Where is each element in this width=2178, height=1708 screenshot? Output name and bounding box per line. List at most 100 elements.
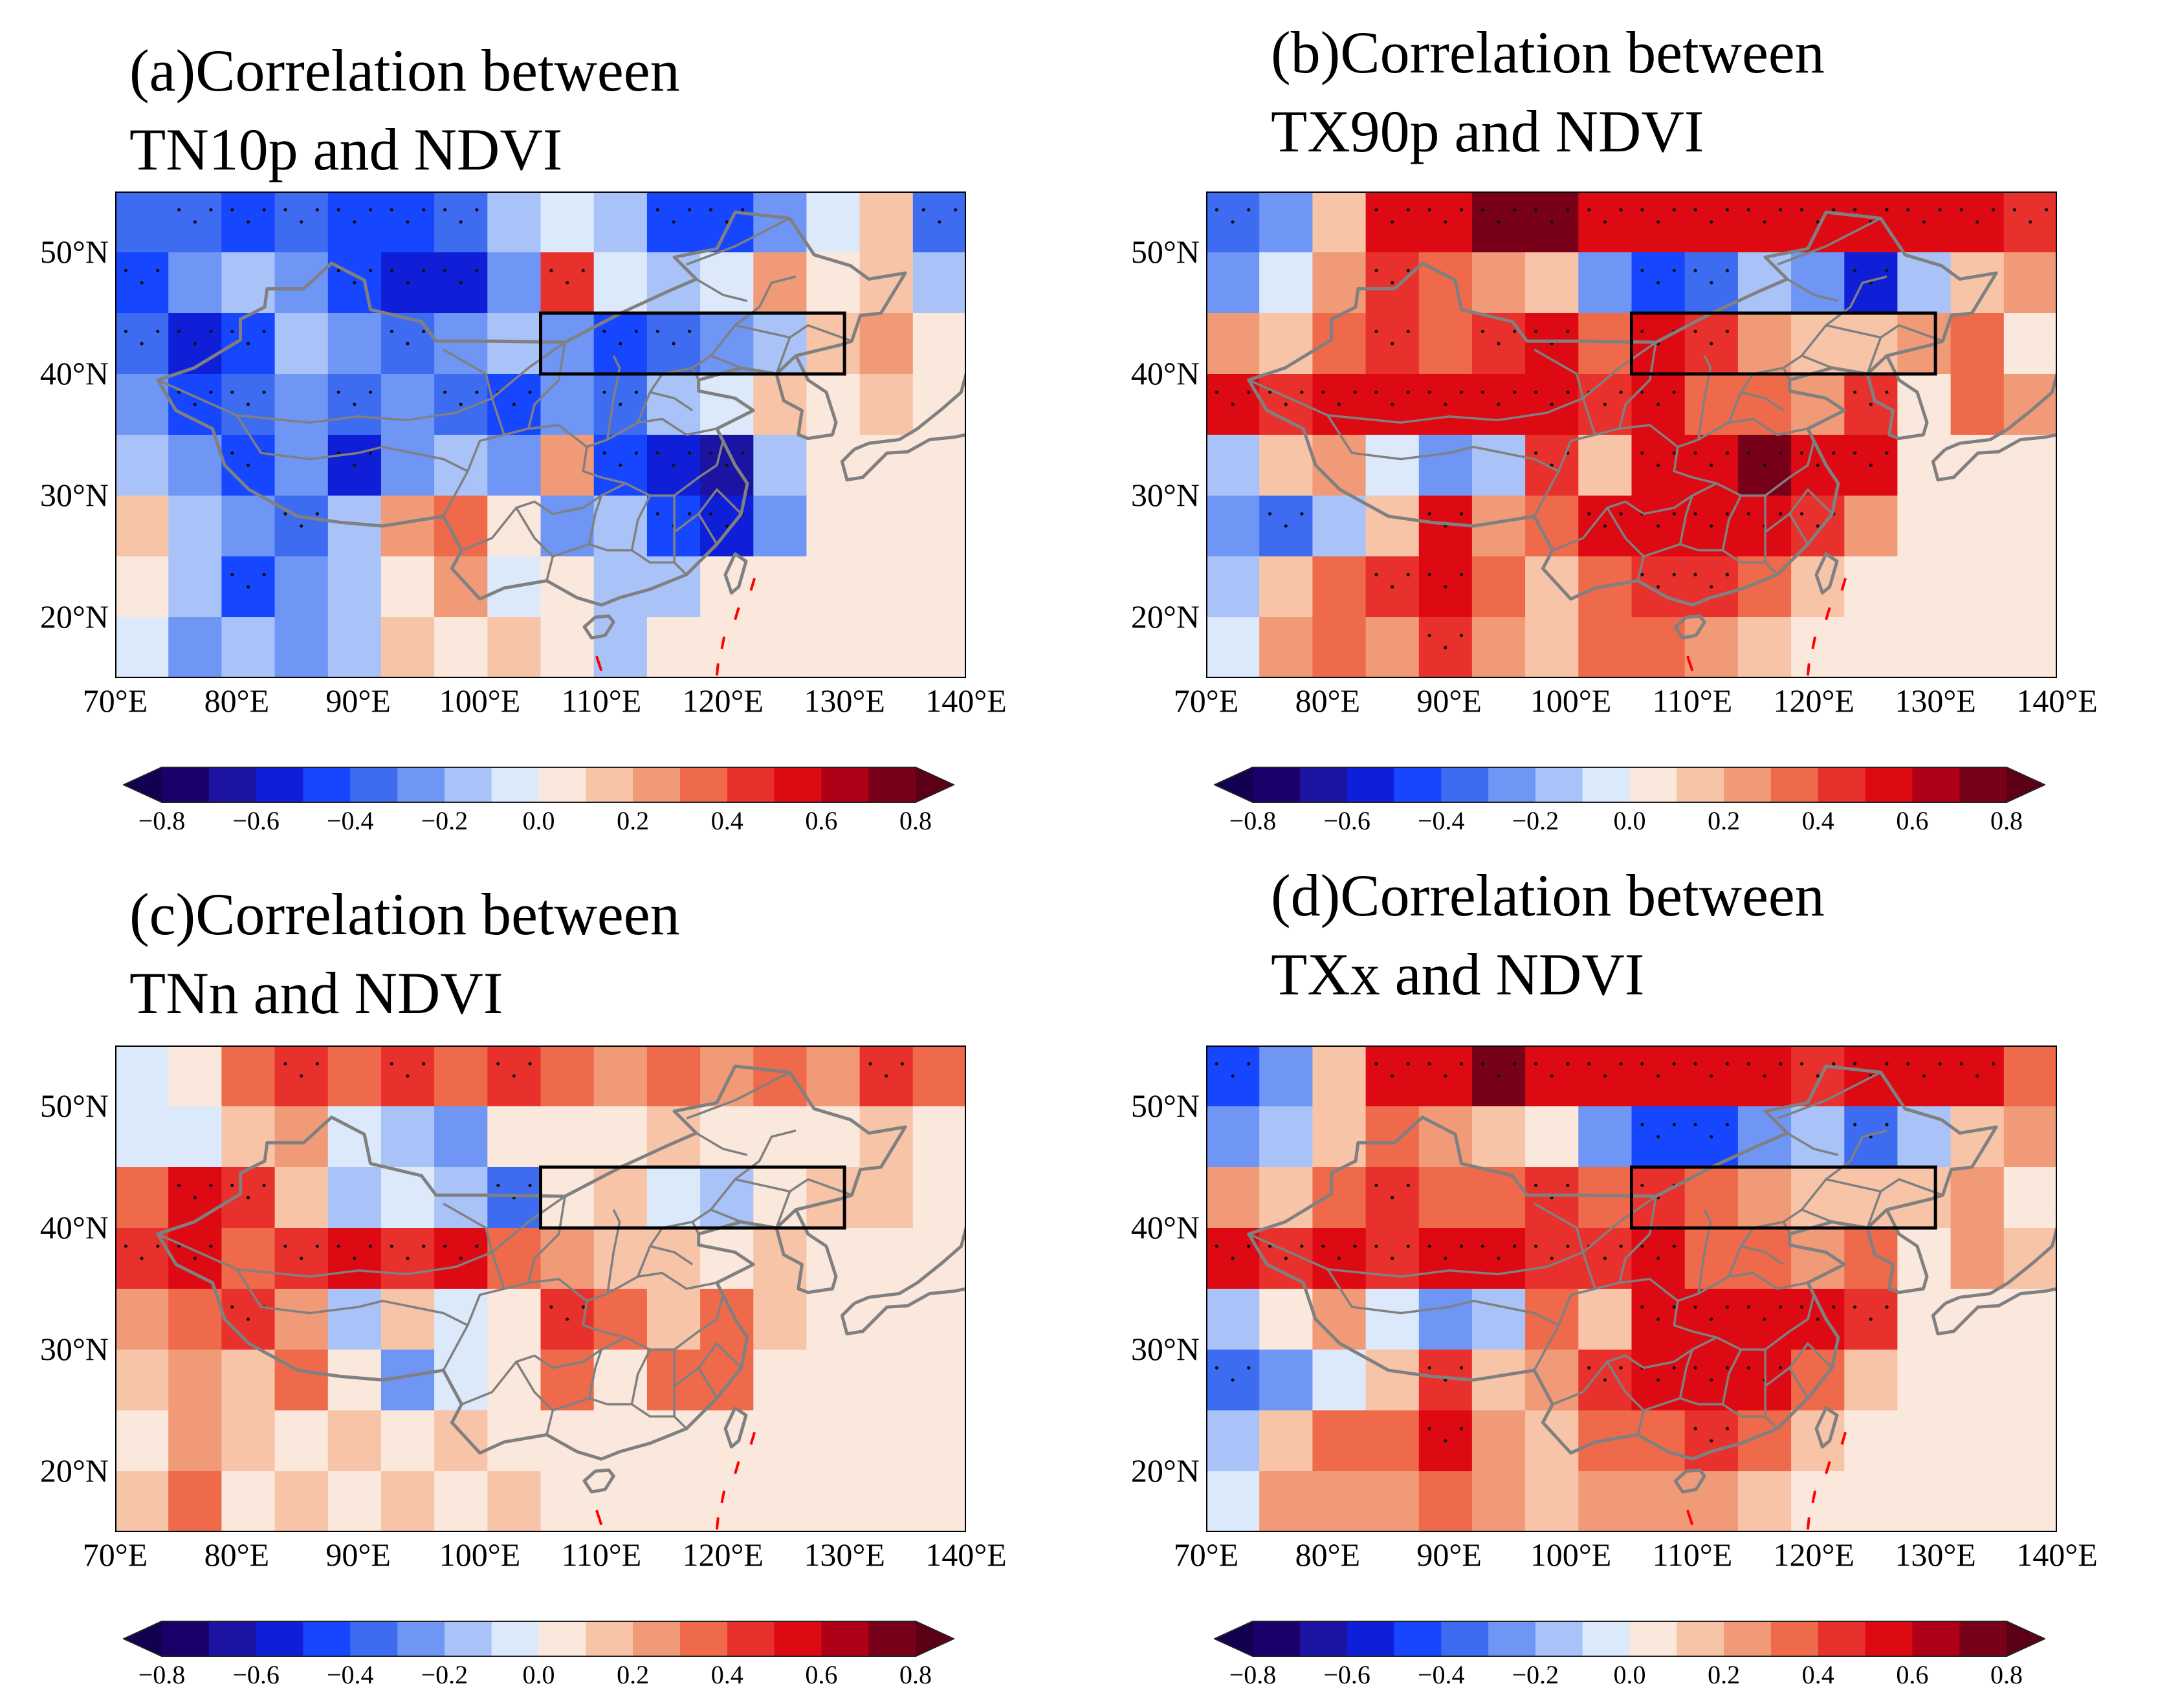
significance-dot bbox=[1799, 1062, 1804, 1066]
x-tick-label: 130°E bbox=[1895, 1537, 1976, 1573]
significance-dot bbox=[1656, 1378, 1660, 1382]
x-tick-label: 100°E bbox=[1530, 1537, 1612, 1573]
significance-dot bbox=[688, 208, 692, 212]
significance-dot bbox=[1710, 463, 1713, 467]
colorbar-tick-label: −0.2 bbox=[1512, 806, 1559, 835]
field-cell bbox=[274, 374, 329, 435]
significance-dot bbox=[1832, 208, 1836, 212]
province-border bbox=[1741, 1245, 1785, 1265]
colorbar-tick-label: 0.0 bbox=[522, 1660, 555, 1689]
field-cell bbox=[1259, 617, 1314, 678]
field-cell bbox=[115, 1167, 169, 1229]
field-cell bbox=[1950, 1410, 2005, 1472]
field-cell bbox=[1578, 435, 1633, 496]
significance-dot bbox=[2012, 208, 2016, 212]
field-cell bbox=[912, 252, 966, 314]
significance-dot bbox=[602, 329, 606, 333]
significance-dot bbox=[1853, 1062, 1857, 1066]
colorbar-outline bbox=[1214, 1621, 2045, 1657]
significance-dot bbox=[1799, 208, 1804, 212]
field-cell bbox=[327, 617, 382, 678]
significance-dot bbox=[1247, 1244, 1251, 1248]
significance-dot bbox=[1459, 633, 1464, 637]
significance-dot bbox=[193, 1196, 197, 1199]
significance-dot bbox=[1603, 524, 1607, 528]
significance-dot bbox=[921, 208, 925, 212]
significance-dot bbox=[1991, 1062, 1995, 1066]
significance-dot bbox=[443, 268, 447, 272]
significance-dot bbox=[390, 329, 393, 333]
field-cell bbox=[1259, 435, 1314, 496]
colorbar-bar bbox=[1214, 767, 2045, 803]
significance-dot bbox=[1534, 1183, 1538, 1187]
field-cell bbox=[806, 1167, 861, 1229]
field-cell bbox=[115, 1046, 169, 1107]
significance-dot bbox=[1656, 1074, 1660, 1078]
province-border bbox=[1248, 341, 1657, 424]
significance-dot bbox=[246, 1317, 250, 1321]
significance-dot bbox=[602, 390, 606, 394]
province-border bbox=[443, 1202, 505, 1289]
x-tick-label: 80°E bbox=[1295, 1537, 1361, 1573]
x-tick-label: 90°E bbox=[1416, 1537, 1482, 1573]
significance-dot bbox=[1619, 1244, 1623, 1248]
significance-dot bbox=[230, 451, 234, 455]
significance-dot bbox=[1215, 1062, 1218, 1066]
colorbar-swatch bbox=[538, 767, 587, 803]
x-tick-label: 100°E bbox=[1530, 683, 1612, 719]
colorbar-tick-label: 0.2 bbox=[617, 1660, 650, 1689]
panel-b: (b)Correlation between TX90p and NDVI 70… bbox=[1091, 0, 2178, 854]
province-border bbox=[1777, 217, 1882, 266]
field-cell bbox=[1312, 496, 1367, 557]
field-cell bbox=[806, 1410, 861, 1472]
colorbar-swatch bbox=[1629, 767, 1678, 803]
field-cell bbox=[1950, 1167, 2005, 1229]
significance-dot bbox=[1444, 1256, 1447, 1260]
colorbar-tick-label: −0.4 bbox=[326, 1660, 374, 1689]
field-cell bbox=[1684, 1228, 1739, 1289]
field-cell bbox=[221, 1106, 276, 1168]
significance-dot bbox=[1374, 268, 1378, 272]
province-border bbox=[1326, 1268, 1559, 1326]
panel-a: (a)Correlation between TN10p and NDVI 70… bbox=[0, 0, 1087, 854]
province-border bbox=[1678, 1349, 1694, 1399]
significance-dot bbox=[885, 1074, 888, 1078]
significance-dot bbox=[1566, 1244, 1570, 1248]
colorbar-min-arrow bbox=[1214, 767, 1253, 803]
significance-dot bbox=[1746, 512, 1750, 516]
field-cell bbox=[274, 435, 329, 496]
significance-dot bbox=[336, 268, 340, 272]
significance-dot bbox=[422, 208, 426, 212]
field-cell bbox=[1418, 1471, 1473, 1532]
significance-dot bbox=[246, 1196, 250, 1199]
dash-segment bbox=[734, 607, 740, 620]
significance-dot bbox=[283, 1244, 287, 1248]
y-tick-label: 50°N bbox=[39, 234, 109, 270]
province-border bbox=[1697, 1209, 1712, 1294]
island bbox=[582, 614, 615, 640]
significance-dot bbox=[1693, 573, 1697, 576]
field-cell bbox=[1418, 1289, 1473, 1350]
significance-dot bbox=[193, 402, 197, 406]
field-cell bbox=[1578, 252, 1633, 314]
province-border bbox=[1534, 1202, 1596, 1289]
significance-dot bbox=[124, 1244, 127, 1248]
field-cell bbox=[1471, 435, 1526, 496]
significance-dot bbox=[140, 1256, 144, 1260]
significance-dot bbox=[1672, 390, 1676, 394]
field-cell bbox=[700, 252, 754, 314]
field-cell bbox=[1844, 1410, 1898, 1472]
significance-dot bbox=[1640, 268, 1644, 272]
significance-dot bbox=[1656, 1256, 1660, 1260]
y-tick-label: 30°N bbox=[39, 477, 109, 513]
significance-dot bbox=[1480, 1244, 1484, 1248]
significance-dot bbox=[1603, 1256, 1607, 1260]
significance-dot bbox=[1672, 1366, 1676, 1370]
field-cell bbox=[1471, 1289, 1526, 1350]
field-cell bbox=[540, 1167, 595, 1229]
field-cell bbox=[1737, 313, 1792, 375]
significance-dot bbox=[1885, 1305, 1889, 1309]
significance-dot bbox=[1215, 1244, 1218, 1248]
significance-dot bbox=[725, 463, 729, 467]
field-cell bbox=[380, 1410, 435, 1472]
